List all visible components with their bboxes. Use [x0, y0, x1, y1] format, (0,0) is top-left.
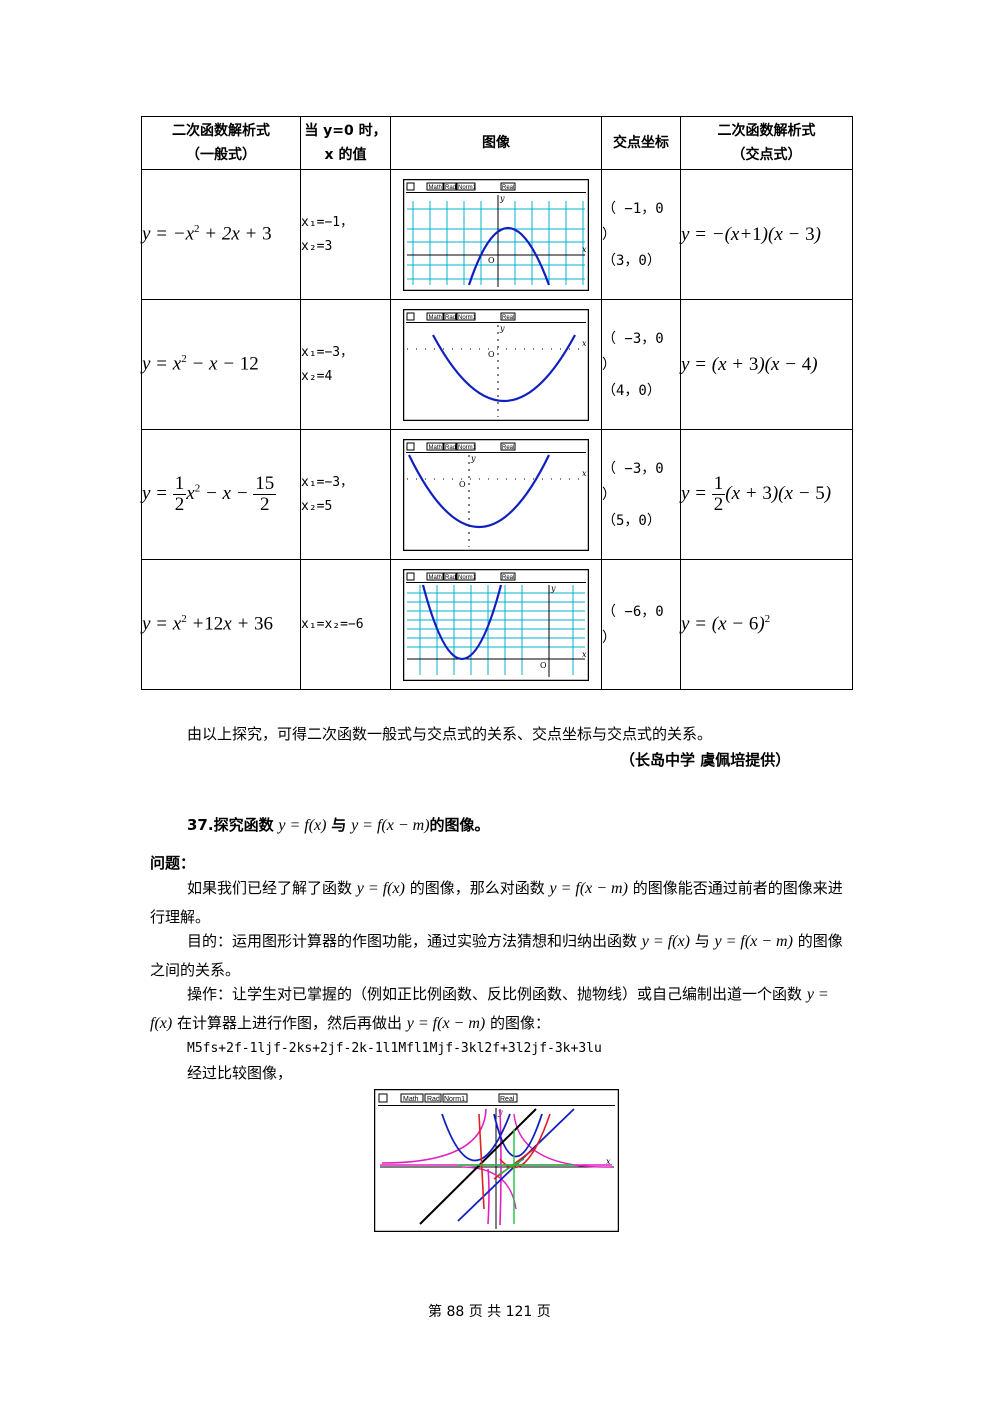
intersection-cell: （ −6，0） — [601, 559, 681, 690]
roots-cell: x₁=x₂=−6 — [300, 559, 391, 690]
svg-text:y: y — [499, 324, 505, 333]
intersection-cell: （ −3，0）（5，0） — [601, 429, 681, 560]
svg-text:O: O — [540, 661, 547, 670]
factored-form-cell: y = (x + 3)(x − 4) — [680, 299, 853, 430]
svg-text:Norm1: Norm1 — [458, 315, 477, 321]
svg-text:x: x — [582, 339, 587, 348]
svg-text:O: O — [488, 350, 495, 359]
calculator-graph-3: Math Rad Norm1 Real y x O — [403, 438, 589, 551]
svg-text:Norm1: Norm1 — [458, 185, 477, 191]
header-graph: 图像 — [390, 116, 602, 170]
table-row: y = −x2 + 2x + 3 x₁=−1， x₂=3 Math Rad Nor… — [141, 169, 853, 300]
svg-text:Math: Math — [403, 1096, 419, 1103]
header-intersection: 交点坐标 — [601, 116, 681, 170]
table-row: y = 1 2 x2 − x − 15 2 x₁=−3， x₂=5 Math Rad N… — [141, 429, 853, 560]
svg-text:y: y — [470, 454, 476, 463]
svg-text:Norm1: Norm1 — [458, 575, 477, 581]
conclusion-text: 由以上探究，可得二次函数一般式与交点式的关系、交点坐标与交点式的关系。 — [187, 725, 713, 743]
intersection-cell: （ −1，0）（3，0） — [601, 169, 681, 300]
paragraph-purpose: 目的：运用图形计算器的作图功能，通过实验方法猜想和归纳出函数 y = f(x) … — [150, 932, 843, 979]
svg-text:Rad: Rad — [445, 315, 456, 321]
problem-label: 问题： — [150, 854, 196, 872]
section-heading: 37.探究函数 y = f(x) 与 y = f(x − m)的图像。 — [187, 816, 490, 834]
svg-text:x: x — [582, 469, 587, 478]
graph-cell: Math Rad Norm1 Real y x O — [390, 559, 602, 690]
table-row: y = x2 − x − 12 x₁=−3， x₂=4 Math Rad Norm… — [141, 299, 853, 430]
factored-form-cell: y = (x − 6)2 — [680, 559, 853, 690]
svg-text:Math: Math — [429, 445, 442, 451]
svg-text:Norm1: Norm1 — [444, 1096, 465, 1103]
roots-cell: x₁=−3， x₂=4 — [300, 299, 391, 430]
svg-text:y: y — [550, 584, 556, 593]
factored-form-cell: y = −(x+1)(x − 3) — [680, 169, 853, 300]
page-footer: 第 88 页 共 121 页 — [428, 1304, 551, 1320]
svg-text:x: x — [582, 245, 587, 254]
svg-text:Norm1: Norm1 — [458, 445, 477, 451]
svg-text:y: y — [499, 194, 505, 203]
roots-cell: x₁=−3， x₂=5 — [300, 429, 391, 560]
svg-text:Real: Real — [502, 575, 514, 581]
svg-text:Rad: Rad — [427, 1096, 440, 1103]
credit-text: （长岛中学 虞佩培提供） — [620, 751, 791, 769]
calculator-graph-5: Math Rad Norm1 Real y x — [374, 1089, 619, 1232]
after-text: 经过比较图像， — [187, 1064, 293, 1082]
svg-text:x: x — [582, 650, 587, 659]
calculator-graph-2: Math Rad Norm1 Real y x O — [403, 308, 589, 421]
svg-text:Real: Real — [500, 1096, 515, 1103]
svg-text:Math: Math — [429, 575, 442, 581]
table-row: y = x2 +12x + 36 x₁=x₂=−6 Math Rad Norm1… — [141, 559, 853, 690]
svg-text:Real: Real — [502, 185, 514, 191]
svg-text:Rad: Rad — [445, 575, 456, 581]
general-form-cell: y = x2 − x − 12 — [141, 299, 301, 430]
paragraph-operation: 操作：让学生对已掌握的（例如正比例函数、反比例函数、抛物线）或自己编制出道一个函… — [150, 985, 829, 1032]
paragraph-question: 如果我们已经了解了函数 y = f(x) 的图像，那么对函数 y = f(x −… — [150, 879, 843, 926]
header-x-values: 当 y=0 时， x 的值 — [300, 116, 391, 170]
svg-text:Real: Real — [502, 445, 514, 451]
svg-text:Real: Real — [502, 315, 514, 321]
svg-text:Rad: Rad — [445, 185, 456, 191]
svg-text:x: x — [606, 1157, 611, 1166]
roots-cell: x₁=−1， x₂=3 — [300, 169, 391, 300]
graph-cell: Math Rad Norm1 Real y x O — [390, 429, 602, 560]
quadratic-table: 二次函数解析式 （一般式） 当 y=0 时， x 的值 图像 交点坐标 二次函数解析… — [141, 116, 853, 690]
calculator-graph-4: Math Rad Norm1 Real y x O — [403, 568, 589, 681]
svg-text:Math: Math — [429, 315, 442, 321]
svg-text:Rad: Rad — [445, 445, 456, 451]
intersection-cell: （ −3，0）（4，0） — [601, 299, 681, 430]
general-form-cell: y = x2 +12x + 36 — [141, 559, 301, 690]
svg-text:O: O — [488, 256, 495, 265]
factored-form-cell: y = 1 2 (x + 3)(x − 5) — [680, 429, 853, 560]
calculator-graph-1: Math Rad Norm1 Real y x O — [403, 178, 589, 291]
table-header-row: 二次函数解析式 （一般式） 当 y=0 时， x 的值 图像 交点坐标 二次函数解析… — [141, 116, 853, 170]
graph-cell: Math Rad Norm1 Real y x O — [390, 169, 602, 300]
keystroke-sequence: M5fs+2f-1ljf-2ks+2jf-2k-1l1Mfl1Mjf-3kl2f… — [187, 1041, 602, 1056]
header-general-form: 二次函数解析式 （一般式） — [141, 116, 301, 170]
svg-text:Math: Math — [429, 185, 442, 191]
svg-text:O: O — [459, 480, 466, 489]
general-form-cell: y = 1 2 x2 − x − 15 2 — [141, 429, 301, 560]
header-factored-form: 二次函数解析式 （交点式） — [680, 116, 853, 170]
graph-cell: Math Rad Norm1 Real y x O — [390, 299, 602, 430]
general-form-cell: y = −x2 + 2x + 3 — [141, 169, 301, 300]
